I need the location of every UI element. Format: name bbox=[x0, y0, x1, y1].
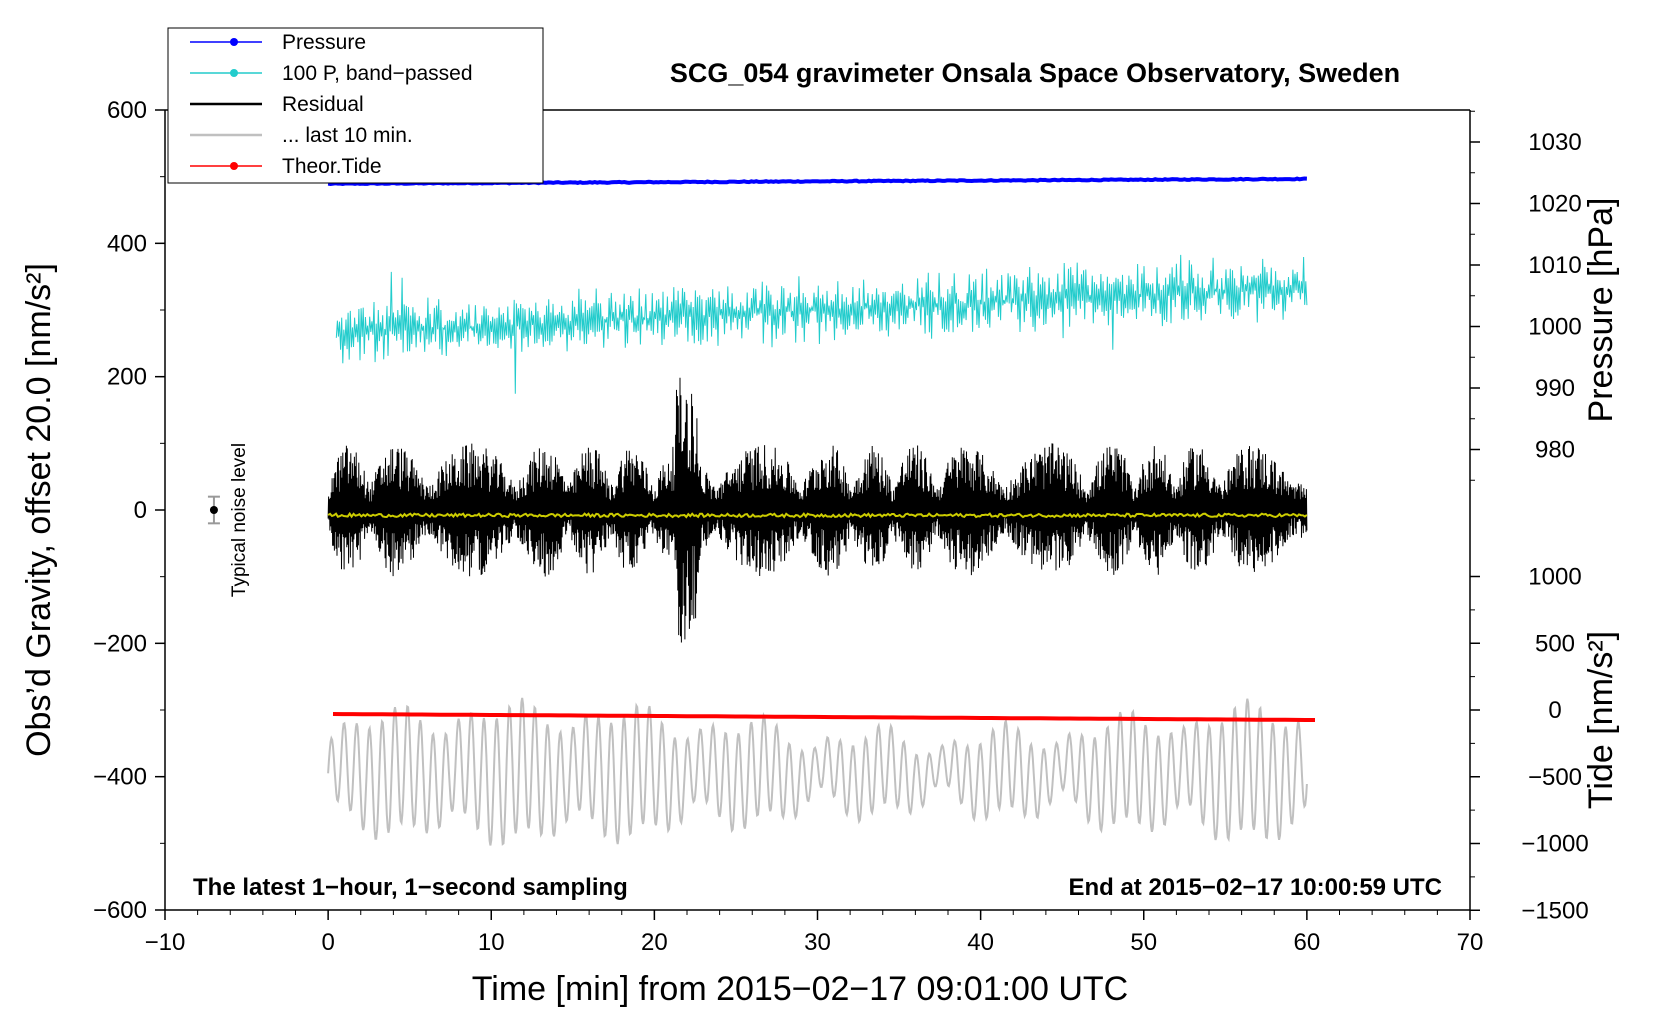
y-tick-label-left: −600 bbox=[93, 897, 147, 924]
y-tick-label-tide: 0 bbox=[1548, 697, 1561, 724]
legend-marker bbox=[230, 38, 238, 46]
y-tick-label-left: −400 bbox=[93, 764, 147, 791]
y-tick-label-tide: 1000 bbox=[1528, 564, 1581, 591]
chart-title: SCG_054 gravimeter Onsala Space Observat… bbox=[670, 58, 1400, 88]
series-layer bbox=[327, 176, 1315, 846]
y-axis-title-left: Obs’d Gravity, offset 20.0 [nm/s²] bbox=[20, 263, 58, 757]
legend-label: ... last 10 min. bbox=[282, 124, 413, 147]
legend-items: Pressure 100 P, band−passed Residual ... la… bbox=[190, 31, 473, 178]
legend-label: Theor.Tide bbox=[282, 155, 382, 178]
legend-label: 100 P, band−passed bbox=[282, 62, 473, 85]
y-axis-title-tide: Tide [nm/s²] bbox=[1582, 631, 1620, 809]
y-tick-label-tide: −500 bbox=[1528, 764, 1582, 791]
legend: Pressure 100 P, band−passed Residual ... la… bbox=[167, 27, 544, 184]
x-tick-label: 60 bbox=[1294, 929, 1321, 956]
series-theoretical-tide bbox=[332, 712, 1315, 722]
x-axis-title: Time [min] from 2015−02−17 09:01:00 UTC bbox=[472, 970, 1128, 1008]
legend-marker bbox=[230, 69, 238, 77]
x-tick-label: −10 bbox=[145, 929, 186, 956]
y-tick-label-left: 600 bbox=[107, 97, 147, 124]
series-residual-smoothed bbox=[327, 511, 1308, 519]
series-last-10-min bbox=[327, 697, 1308, 846]
y-tick-label-left: 200 bbox=[107, 364, 147, 391]
noise-level-label: Typical noise level bbox=[229, 443, 250, 597]
y-tick-label-tide: 500 bbox=[1535, 630, 1575, 657]
annotation-end-time: End at 2015−02−17 10:00:59 UTC bbox=[1068, 874, 1442, 901]
y-tick-label-pressure: 990 bbox=[1535, 375, 1575, 402]
series-bandpassed bbox=[335, 254, 1308, 394]
y-tick-label-pressure: 1030 bbox=[1528, 129, 1581, 156]
y-tick-label-left: 0 bbox=[134, 497, 147, 524]
series-residual bbox=[327, 377, 1308, 643]
y-tick-label-left: −200 bbox=[93, 630, 147, 657]
noise-point bbox=[209, 506, 218, 514]
y-tick-label-tide: −1500 bbox=[1521, 897, 1588, 924]
y-tick-label-left: 400 bbox=[107, 230, 147, 257]
annotation-sampling: The latest 1−hour, 1−second sampling bbox=[193, 874, 628, 901]
legend-label: Pressure bbox=[282, 31, 366, 54]
y-tick-label-pressure: 1020 bbox=[1528, 191, 1581, 218]
x-tick-label: 40 bbox=[967, 929, 994, 956]
x-tick-label: 20 bbox=[641, 929, 668, 956]
y-tick-label-tide: −1000 bbox=[1521, 831, 1588, 858]
y-tick-label-pressure: 980 bbox=[1535, 437, 1575, 464]
y-tick-label-pressure: 1000 bbox=[1528, 314, 1581, 341]
y-axis-title-pressure: Pressure [hPa] bbox=[1582, 198, 1620, 423]
noise-level-indicator bbox=[207, 495, 220, 525]
x-tick-label: 50 bbox=[1130, 929, 1157, 956]
x-tick-label: 10 bbox=[478, 929, 505, 956]
legend-box bbox=[167, 27, 544, 184]
legend-marker bbox=[230, 162, 238, 170]
legend-label: Residual bbox=[282, 93, 364, 116]
y-tick-label-pressure: 1010 bbox=[1528, 252, 1581, 279]
x-tick-label: 30 bbox=[804, 929, 831, 956]
ticks-layer: −10 0 10 20 30 40 50 60 706004002000−200−400−600… bbox=[93, 97, 1589, 956]
x-tick-label: 0 bbox=[321, 929, 334, 956]
x-tick-label: 70 bbox=[1457, 929, 1484, 956]
